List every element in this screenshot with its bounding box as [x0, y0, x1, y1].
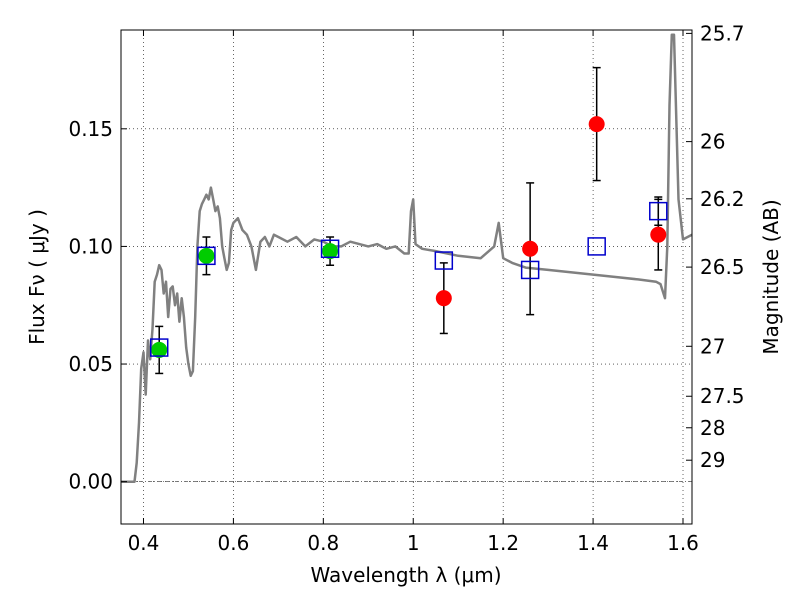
y-axis-label: Flux Fν ( μJy ) [25, 209, 49, 345]
x-axis-label: Wavelength λ (μm) [310, 563, 501, 587]
plot-frame [120, 29, 693, 525]
data-point [151, 341, 168, 358]
data-point [198, 247, 215, 264]
y-tick-label: 0.00 [68, 470, 113, 494]
y2-tick-label: 25.7 [700, 21, 745, 45]
model-box-point [587, 237, 606, 256]
model-box-point [520, 260, 540, 280]
y2-tick-label: 27 [700, 334, 725, 358]
data-point [650, 226, 667, 243]
model-box-point [320, 239, 340, 259]
data-point [322, 243, 339, 260]
data-point [522, 240, 539, 257]
model-box-point [197, 246, 216, 266]
y2-axis-label: Magnitude (AB) [759, 199, 783, 354]
data-point [588, 116, 605, 133]
x-tick-label: 0.4 [128, 531, 160, 555]
model-spectrum-line [121, 33, 692, 483]
y2-tick-label: 29 [700, 448, 725, 472]
errorbar-layer [155, 66, 663, 375]
model-layer [121, 33, 692, 483]
data-point [435, 290, 452, 307]
x-tick-label: 1 [407, 531, 420, 555]
marker-layer [149, 116, 668, 358]
y-tick-label: 0.05 [68, 352, 113, 376]
x-tick-label: 1.4 [577, 531, 609, 555]
y2-tick-label: 28 [700, 416, 725, 440]
x-tick-label: 1.2 [487, 531, 519, 555]
tick-layer: 0.4 0.6 0.8 1 1.2 1.4 1.6 0.00 0.05 0.10 0.15 25.7 2… [68, 21, 744, 555]
model-box-point [649, 201, 668, 221]
y-tick-label: 0.15 [68, 117, 113, 141]
y2-tick-label: 26 [700, 130, 725, 154]
x-tick-label: 0.8 [307, 531, 339, 555]
y2-tick-label: 26.5 [700, 255, 745, 279]
y2-tick-label: 27.5 [700, 384, 745, 408]
x-tick-label: 1.6 [667, 531, 699, 555]
x-tick-label: 0.6 [217, 531, 249, 555]
y-tick-label: 0.10 [68, 234, 113, 258]
grid-layer [121, 30, 692, 524]
y2-tick-label: 26.2 [700, 187, 745, 211]
model-box-point [149, 338, 169, 357]
model-box-point [434, 251, 454, 270]
